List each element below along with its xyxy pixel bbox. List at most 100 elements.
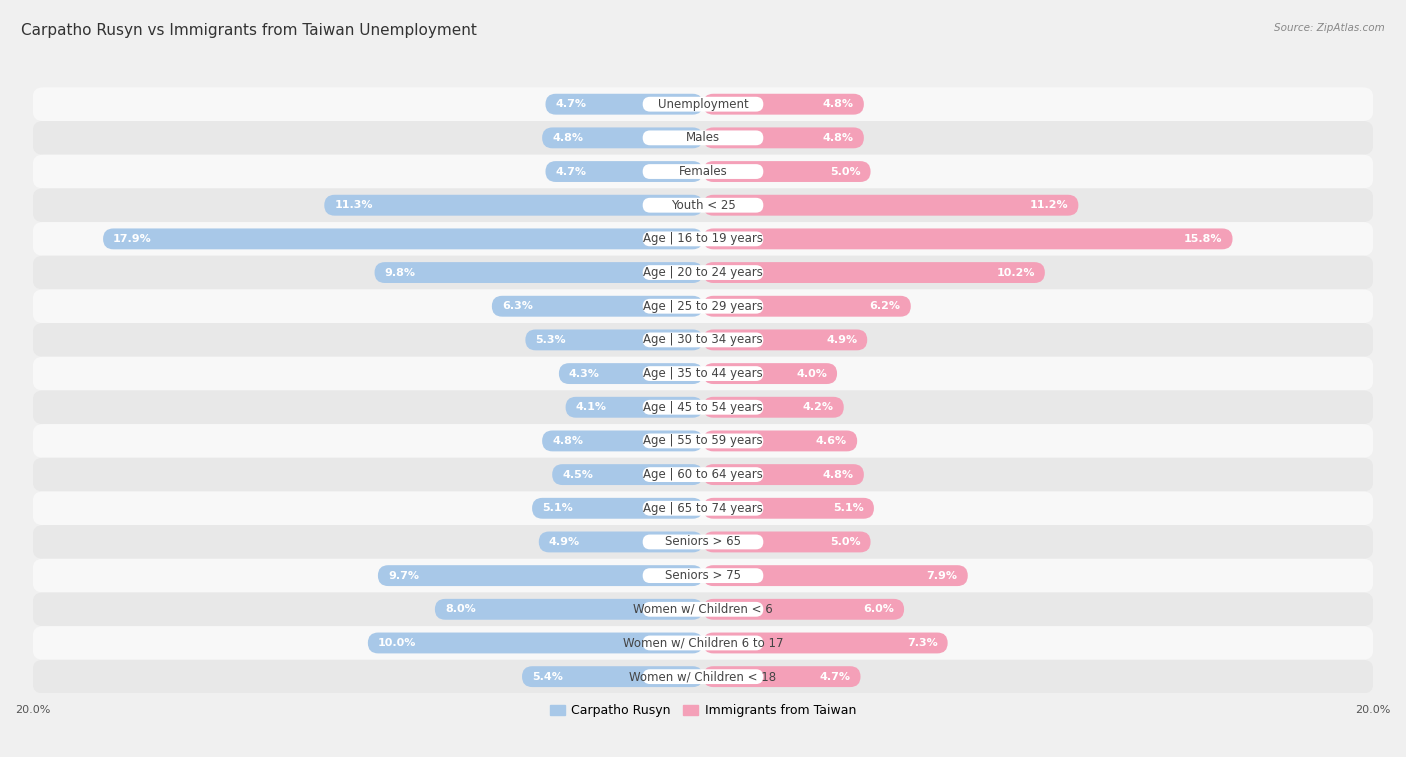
FancyBboxPatch shape xyxy=(703,599,904,620)
Text: 6.2%: 6.2% xyxy=(870,301,901,311)
FancyBboxPatch shape xyxy=(32,559,1374,593)
FancyBboxPatch shape xyxy=(643,400,763,415)
Text: 17.9%: 17.9% xyxy=(112,234,152,244)
FancyBboxPatch shape xyxy=(703,464,863,485)
Text: Age | 25 to 29 years: Age | 25 to 29 years xyxy=(643,300,763,313)
FancyBboxPatch shape xyxy=(643,265,763,280)
FancyBboxPatch shape xyxy=(32,154,1374,188)
Text: Seniors > 75: Seniors > 75 xyxy=(665,569,741,582)
Text: Age | 45 to 54 years: Age | 45 to 54 years xyxy=(643,400,763,414)
Text: Age | 30 to 34 years: Age | 30 to 34 years xyxy=(643,333,763,347)
FancyBboxPatch shape xyxy=(643,636,763,650)
FancyBboxPatch shape xyxy=(543,127,703,148)
Text: 4.9%: 4.9% xyxy=(548,537,579,547)
FancyBboxPatch shape xyxy=(703,94,863,114)
FancyBboxPatch shape xyxy=(643,198,763,213)
Text: 4.9%: 4.9% xyxy=(827,335,858,345)
Text: Youth < 25: Youth < 25 xyxy=(671,199,735,212)
Text: 4.8%: 4.8% xyxy=(823,133,853,143)
FancyBboxPatch shape xyxy=(643,669,763,684)
Text: 5.1%: 5.1% xyxy=(834,503,863,513)
FancyBboxPatch shape xyxy=(32,391,1374,424)
Text: Age | 55 to 59 years: Age | 55 to 59 years xyxy=(643,435,763,447)
FancyBboxPatch shape xyxy=(565,397,703,418)
FancyBboxPatch shape xyxy=(32,424,1374,458)
FancyBboxPatch shape xyxy=(546,161,703,182)
Text: 5.0%: 5.0% xyxy=(830,537,860,547)
Text: 20.0%: 20.0% xyxy=(15,706,51,715)
FancyBboxPatch shape xyxy=(522,666,703,687)
FancyBboxPatch shape xyxy=(32,593,1374,626)
Text: 4.7%: 4.7% xyxy=(555,167,586,176)
Text: Age | 20 to 24 years: Age | 20 to 24 years xyxy=(643,266,763,279)
FancyBboxPatch shape xyxy=(32,458,1374,491)
FancyBboxPatch shape xyxy=(32,626,1374,660)
Text: 8.0%: 8.0% xyxy=(444,604,475,614)
FancyBboxPatch shape xyxy=(703,666,860,687)
Text: 7.9%: 7.9% xyxy=(927,571,957,581)
FancyBboxPatch shape xyxy=(32,525,1374,559)
Text: 4.5%: 4.5% xyxy=(562,469,593,480)
FancyBboxPatch shape xyxy=(32,121,1374,154)
FancyBboxPatch shape xyxy=(643,332,763,347)
FancyBboxPatch shape xyxy=(374,262,703,283)
FancyBboxPatch shape xyxy=(703,262,1045,283)
FancyBboxPatch shape xyxy=(32,222,1374,256)
FancyBboxPatch shape xyxy=(32,323,1374,357)
Text: 6.0%: 6.0% xyxy=(863,604,894,614)
Text: Age | 16 to 19 years: Age | 16 to 19 years xyxy=(643,232,763,245)
Text: Age | 65 to 74 years: Age | 65 to 74 years xyxy=(643,502,763,515)
Text: 20.0%: 20.0% xyxy=(1355,706,1391,715)
FancyBboxPatch shape xyxy=(703,296,911,316)
FancyBboxPatch shape xyxy=(703,329,868,350)
FancyBboxPatch shape xyxy=(643,501,763,516)
Text: 4.6%: 4.6% xyxy=(815,436,848,446)
Text: 10.0%: 10.0% xyxy=(378,638,416,648)
FancyBboxPatch shape xyxy=(643,97,763,111)
Text: Age | 35 to 44 years: Age | 35 to 44 years xyxy=(643,367,763,380)
Legend: Carpatho Rusyn, Immigrants from Taiwan: Carpatho Rusyn, Immigrants from Taiwan xyxy=(546,699,860,722)
FancyBboxPatch shape xyxy=(103,229,703,249)
FancyBboxPatch shape xyxy=(703,195,1078,216)
Text: 4.8%: 4.8% xyxy=(823,469,853,480)
Text: Unemployment: Unemployment xyxy=(658,98,748,111)
Text: Females: Females xyxy=(679,165,727,178)
FancyBboxPatch shape xyxy=(32,87,1374,121)
FancyBboxPatch shape xyxy=(546,94,703,114)
FancyBboxPatch shape xyxy=(643,569,763,583)
Text: 5.4%: 5.4% xyxy=(531,671,562,681)
FancyBboxPatch shape xyxy=(32,188,1374,222)
Text: Carpatho Rusyn vs Immigrants from Taiwan Unemployment: Carpatho Rusyn vs Immigrants from Taiwan… xyxy=(21,23,477,38)
Text: 6.3%: 6.3% xyxy=(502,301,533,311)
FancyBboxPatch shape xyxy=(531,498,703,519)
Text: Seniors > 65: Seniors > 65 xyxy=(665,535,741,549)
FancyBboxPatch shape xyxy=(32,289,1374,323)
FancyBboxPatch shape xyxy=(643,130,763,145)
FancyBboxPatch shape xyxy=(643,164,763,179)
FancyBboxPatch shape xyxy=(703,431,858,451)
FancyBboxPatch shape xyxy=(543,431,703,451)
Text: 7.3%: 7.3% xyxy=(907,638,938,648)
Text: 9.8%: 9.8% xyxy=(385,267,416,278)
Text: 4.2%: 4.2% xyxy=(803,402,834,413)
FancyBboxPatch shape xyxy=(434,599,703,620)
FancyBboxPatch shape xyxy=(703,633,948,653)
Text: 4.7%: 4.7% xyxy=(820,671,851,681)
FancyBboxPatch shape xyxy=(703,229,1233,249)
Text: 4.8%: 4.8% xyxy=(553,436,583,446)
Text: Source: ZipAtlas.com: Source: ZipAtlas.com xyxy=(1274,23,1385,33)
FancyBboxPatch shape xyxy=(703,397,844,418)
Text: 9.7%: 9.7% xyxy=(388,571,419,581)
FancyBboxPatch shape xyxy=(703,498,875,519)
Text: Women w/ Children < 6: Women w/ Children < 6 xyxy=(633,603,773,615)
Text: 15.8%: 15.8% xyxy=(1184,234,1222,244)
Text: 5.0%: 5.0% xyxy=(830,167,860,176)
FancyBboxPatch shape xyxy=(703,363,837,384)
FancyBboxPatch shape xyxy=(325,195,703,216)
FancyBboxPatch shape xyxy=(32,491,1374,525)
FancyBboxPatch shape xyxy=(32,357,1374,391)
Text: 4.8%: 4.8% xyxy=(553,133,583,143)
Text: Males: Males xyxy=(686,132,720,145)
FancyBboxPatch shape xyxy=(558,363,703,384)
FancyBboxPatch shape xyxy=(368,633,703,653)
